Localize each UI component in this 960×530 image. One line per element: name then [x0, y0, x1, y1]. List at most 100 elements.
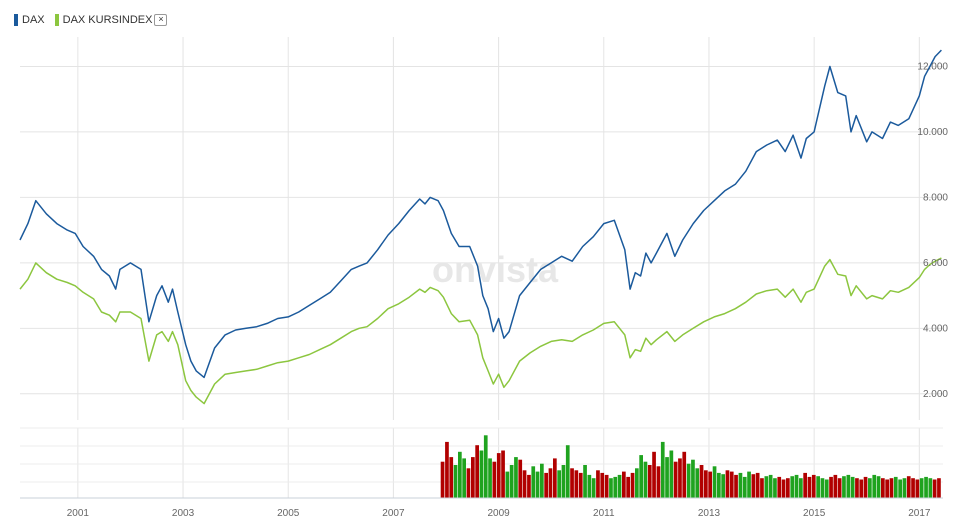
volume-bars [440, 435, 941, 498]
volume-bar [553, 458, 557, 498]
volume-bar [609, 478, 613, 498]
volume-bar [911, 478, 915, 498]
volume-bar [535, 471, 540, 498]
volume-bar [458, 451, 462, 498]
volume-bar [544, 472, 548, 498]
volume-bar [738, 472, 743, 498]
legend-item-dax[interactable]: DAX [14, 14, 45, 26]
volume-bar [505, 471, 510, 498]
volume-bar [928, 478, 933, 498]
y-tick-label: 12.000 [917, 61, 948, 72]
volume-bar [483, 435, 488, 498]
volume-bar [514, 457, 518, 498]
volume-bar [898, 479, 902, 498]
volume-bar [617, 474, 622, 498]
volume-bar [665, 457, 669, 498]
x-tick-label: 2011 [593, 508, 615, 519]
volume-bar [475, 445, 479, 498]
volume-bar [565, 445, 570, 498]
volume-bar [583, 465, 587, 498]
series-line-dax [19, 49, 942, 379]
chart-legend: DAX DAX KURSINDEX × [14, 12, 177, 28]
volume-bar [647, 465, 652, 498]
x-tick-label: 2001 [67, 508, 90, 519]
volume-bar [777, 476, 782, 498]
volume-bar [824, 479, 829, 498]
volume-bar [747, 471, 751, 498]
y-tick-label: 6.000 [923, 258, 948, 269]
series-line-dax-kursindex [19, 257, 942, 405]
volume-bar [548, 468, 553, 498]
volume-bar [682, 451, 687, 498]
volume-bar [691, 459, 695, 498]
volume-bar [833, 474, 838, 498]
volume-bar [872, 474, 877, 498]
volume-bar [807, 476, 812, 498]
legend-label-dax: DAX [22, 14, 45, 26]
volume-bar [522, 470, 527, 498]
volume-bar [850, 476, 855, 498]
volume-bar [816, 476, 820, 498]
volume-bar [760, 478, 764, 498]
volume-bar [596, 470, 600, 498]
x-tick-label: 2005 [277, 508, 300, 519]
volume-bar [540, 463, 544, 498]
volume-bar [906, 476, 911, 498]
volume-bar [764, 476, 769, 498]
volume-bar [445, 441, 449, 498]
volume-bar [591, 478, 596, 498]
volume-bar [755, 472, 760, 498]
volume-bar [639, 455, 643, 498]
legend-item-dax-kursindex[interactable]: DAX KURSINDEX × [54, 14, 168, 26]
x-tick-label: 2013 [698, 508, 721, 519]
volume-bar [885, 479, 889, 498]
legend-swatch-dax [14, 14, 18, 26]
volume-bar [669, 450, 674, 498]
volume-bar [820, 478, 825, 498]
volume-bar [479, 450, 484, 498]
volume-bar [915, 479, 920, 498]
close-icon[interactable]: × [154, 14, 168, 26]
volume-bar [557, 470, 561, 498]
volume-bar [570, 468, 574, 498]
volume-bar [509, 465, 514, 498]
volume-bar [699, 465, 704, 498]
volume-bar [790, 476, 795, 498]
volume-bar [656, 466, 661, 498]
volume-bar [440, 461, 445, 498]
volume-bar [919, 478, 924, 498]
volume-bar [876, 476, 881, 498]
volume-bar [622, 471, 626, 498]
volume-bar [686, 463, 691, 498]
volume-bar [893, 476, 898, 498]
volume-bar [773, 478, 777, 498]
legend-label-dax-kursindex: DAX KURSINDEX [62, 14, 153, 26]
volume-bar [842, 476, 846, 498]
volume-bar [673, 461, 678, 498]
volume-bar [881, 478, 885, 498]
volume-bar [768, 474, 773, 498]
volume-bar [837, 478, 842, 498]
volume-bar [643, 461, 648, 498]
volume-bar [937, 478, 941, 498]
legend-swatch-dax-kursindex [54, 14, 59, 26]
volume-bar [751, 474, 756, 498]
volume-bar [626, 476, 630, 498]
x-tick-label: 2015 [803, 508, 826, 519]
volume-bar [803, 472, 807, 498]
y-tick-label: 2.000 [923, 389, 948, 400]
volume-bar [924, 476, 928, 498]
volume-bar [786, 478, 790, 498]
volume-bar [574, 470, 579, 498]
volume-bar [717, 472, 721, 498]
volume-bar [695, 468, 700, 498]
volume-bar [902, 478, 907, 498]
volume-bar [561, 465, 566, 498]
volume-bar [708, 471, 712, 498]
volume-bar [449, 457, 454, 498]
volume-bar [600, 472, 605, 498]
volume-bar [604, 474, 609, 498]
volume-bar [829, 476, 833, 498]
chart-series [19, 49, 942, 405]
